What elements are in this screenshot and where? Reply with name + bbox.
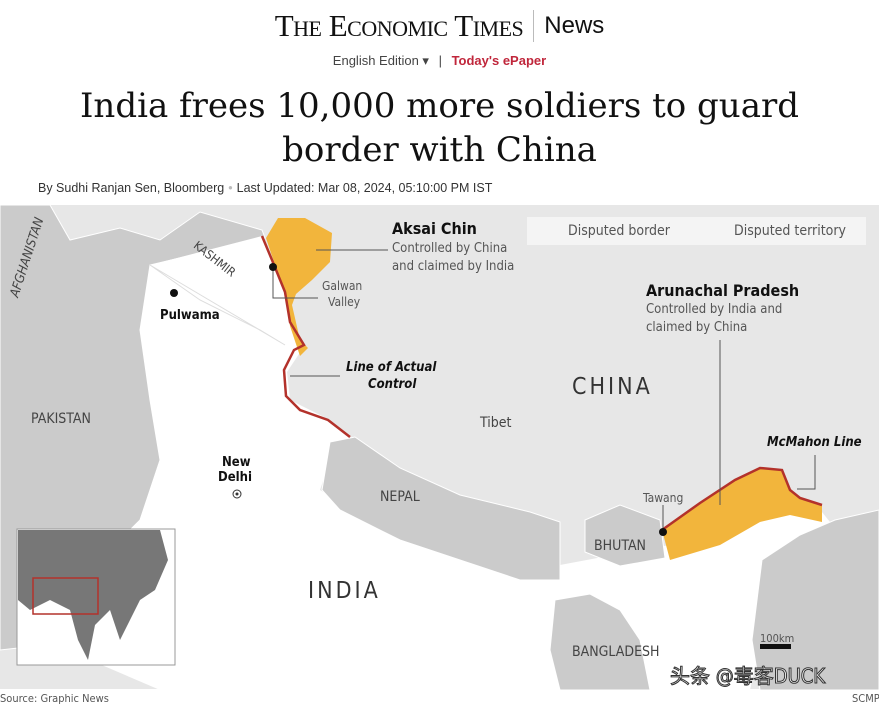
divider: | — [438, 53, 442, 68]
dot-separator: • — [228, 181, 233, 195]
label-india: INDIA — [308, 578, 381, 604]
label-lac-1: Line of Actual — [346, 360, 437, 375]
epaper-link[interactable]: Today's ePaper — [451, 53, 547, 68]
masthead[interactable]: The Economic Times News — [0, 8, 879, 44]
label-tibet: Tibet — [480, 415, 512, 431]
kashmir-region — [149, 264, 286, 346]
label-tawang: Tawang — [643, 491, 684, 505]
map-source: Source: Graphic News — [0, 692, 109, 705]
label-nepal: NEPAL — [380, 489, 420, 505]
divider — [533, 10, 535, 42]
label-lac-2: Control — [368, 377, 417, 392]
nepal-region — [321, 436, 561, 581]
updated-time: Last Updated: Mar 08, 2024, 05:10:00 PM … — [236, 181, 493, 195]
tawang-dot — [659, 528, 667, 536]
india-region — [90, 236, 830, 690]
disputed-border-west — [260, 235, 351, 438]
headline: India frees 10,000 more soldiers to guar… — [80, 86, 799, 170]
label-galwan-1: Galwan — [322, 279, 363, 293]
leader-line — [272, 266, 318, 299]
map-credit: SCMP — [852, 692, 879, 705]
leader-line — [797, 455, 816, 490]
label-pulwama: Pulwama — [160, 308, 220, 323]
pulwama-dot — [170, 289, 178, 297]
aksai-chin-desc1: Controlled by China — [392, 241, 508, 256]
site-logo[interactable]: The Economic Times — [274, 8, 524, 43]
scale-bar — [760, 644, 791, 649]
arunachal-title: Arunachal Pradesh — [646, 281, 800, 300]
inset-locator-map — [16, 528, 176, 666]
legend-territory-label: Disputed territory — [734, 223, 846, 239]
label-china: CHINA — [572, 374, 653, 400]
bangladesh-region — [549, 593, 651, 691]
sub-nav: English Edition ▾ | Today's ePaper — [0, 53, 879, 69]
label-pakistan: PAKISTAN — [31, 411, 91, 427]
label-new-delhi-2: Delhi — [218, 470, 252, 485]
bhutan-region — [584, 504, 666, 567]
arunachal-desc2: claimed by China — [646, 320, 748, 335]
galwan-dot — [269, 263, 277, 271]
capital-icon-center — [235, 492, 239, 496]
aksai-chin-territory — [266, 218, 332, 356]
section-link[interactable]: News — [544, 12, 605, 39]
watermark: 头条 @毒客DUCK — [669, 664, 826, 689]
arunachal-territory — [662, 468, 822, 560]
map-legend — [527, 217, 866, 245]
aksai-chin-title: Aksai Chin — [392, 219, 477, 238]
inset-focus-box — [32, 577, 99, 615]
label-mcmahon: McMahon Line — [767, 435, 862, 450]
byline: By Sudhi Ranjan Sen, Bloomberg • Last Upda… — [38, 181, 492, 195]
legend-border-label: Disputed border — [568, 223, 670, 239]
aksai-chin-desc2: and claimed by India — [392, 259, 515, 274]
disputed-border-east — [661, 466, 823, 532]
label-bhutan: BHUTAN — [594, 538, 646, 554]
arunachal-desc1: Controlled by India and — [646, 302, 783, 317]
edition-dropdown[interactable]: English Edition ▾ — [332, 53, 429, 68]
author[interactable]: By Sudhi Ranjan Sen, Bloomberg — [38, 181, 225, 195]
label-bangladesh: BANGLADESH — [572, 644, 660, 660]
label-new-delhi-1: New — [222, 455, 251, 470]
label-galwan-2: Valley — [328, 295, 361, 309]
scale-label: 100km — [760, 632, 795, 645]
